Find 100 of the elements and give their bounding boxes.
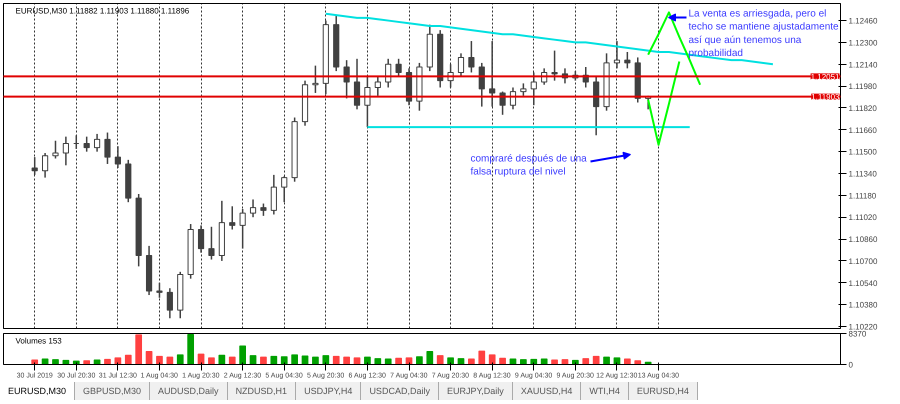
bar — [322, 355, 330, 364]
bar — [156, 356, 163, 364]
candlestick — [385, 58, 392, 88]
y-tick-label: 1.10540 — [848, 278, 878, 288]
bar — [250, 355, 256, 364]
y-tick-label: 1.11340 — [848, 170, 878, 179]
y-tick-label: 1.10380 — [848, 300, 878, 310]
y-tick-label: 1.12460 — [848, 16, 878, 26]
candlestick — [166, 287, 173, 320]
y-tick-label: 0 — [848, 360, 854, 370]
candlestick — [374, 76, 381, 96]
text: GBPUSD,M30 — [75, 382, 150, 400]
candlestick — [73, 134, 80, 150]
text: USDCAD,Daily — [361, 382, 439, 400]
bar — [499, 358, 506, 364]
bar — [384, 358, 392, 364]
candlestick — [489, 40, 496, 108]
text: WTI,H4 — [581, 382, 629, 400]
ref-line-label: 1.12051 — [810, 72, 840, 82]
bar — [291, 354, 298, 364]
bar — [395, 358, 402, 364]
bar — [104, 358, 111, 364]
bar — [52, 359, 59, 364]
bar — [520, 359, 527, 364]
bar — [218, 354, 226, 364]
ref-line-label: 1.11903 — [811, 92, 840, 102]
candlestick — [208, 226, 215, 260]
bar — [208, 357, 215, 364]
candlestick — [229, 206, 236, 230]
candlestick — [32, 156, 38, 176]
candlestick — [520, 82, 526, 96]
candlestick — [240, 208, 246, 250]
candlestick — [62, 136, 69, 166]
text: EURUSD,M30 — [0, 382, 76, 400]
bar — [354, 357, 360, 364]
y-tick-label: 8370 — [848, 330, 867, 338]
bar — [146, 351, 152, 364]
candlestick — [270, 174, 277, 216]
bar — [198, 354, 204, 364]
bar — [187, 334, 194, 364]
candlestick — [250, 198, 256, 218]
bar — [551, 360, 558, 364]
bar — [426, 351, 434, 364]
bar — [364, 356, 371, 364]
bar — [416, 356, 423, 364]
bar — [332, 356, 340, 364]
bar — [176, 354, 184, 364]
y-tick-label: 1.11020 — [848, 213, 878, 222]
bar — [458, 358, 464, 364]
candlestick — [614, 40, 620, 70]
candlestick — [114, 145, 121, 169]
candlestick — [84, 136, 90, 152]
bar — [436, 355, 444, 364]
y-tick-label: 1.12300 — [848, 38, 878, 48]
y-tick-label: 1.10860 — [848, 235, 878, 244]
bar — [302, 355, 308, 364]
candlestick — [104, 132, 111, 165]
bar — [478, 350, 486, 364]
bar — [624, 358, 631, 364]
bar — [614, 357, 620, 364]
candlestick — [281, 175, 288, 203]
candlestick — [312, 64, 319, 94]
text: XAUUSD,H4 — [512, 382, 582, 400]
candlestick — [396, 58, 402, 78]
candlestick — [94, 133, 100, 152]
candlestick — [52, 140, 59, 160]
chart-title: EURUSD,M30 1.11882 1.11903 1.11880 1.11896 — [16, 6, 190, 16]
candlestick — [468, 40, 474, 74]
bar — [582, 358, 590, 364]
annotation: compraré después de una falsa ruptura del nivel — [470, 154, 588, 178]
bar — [406, 357, 412, 364]
y-tick-label: 1.11180 — [848, 191, 877, 200]
text: EURJPY,Daily — [438, 382, 513, 400]
candlestick — [458, 52, 464, 78]
bar — [488, 354, 496, 364]
bar — [603, 356, 610, 364]
candlestick — [551, 50, 558, 82]
bar — [374, 358, 382, 364]
bar — [280, 356, 288, 364]
bar — [135, 334, 142, 364]
bar — [228, 356, 236, 364]
bar — [94, 360, 100, 364]
bar — [239, 345, 246, 364]
y-tick-label: 1.11660 — [848, 126, 878, 135]
bar — [343, 356, 350, 364]
candlestick — [198, 224, 204, 254]
text: EURUSD,H4 — [628, 382, 698, 400]
y-tick-label: 1.10220 — [848, 322, 878, 332]
y-tick-label: 1.12140 — [848, 60, 878, 70]
bar — [270, 356, 278, 364]
candlestick — [530, 72, 537, 106]
y-tick-label: 1.11820 — [848, 104, 878, 113]
candlestick — [42, 152, 48, 178]
bar — [510, 358, 516, 364]
candlestick — [156, 282, 163, 299]
bar — [124, 354, 132, 364]
y-tick-label: 1.10700 — [848, 256, 878, 266]
text: NZDUSD,H1 — [228, 382, 296, 400]
bar — [468, 358, 475, 364]
annotation: La venta es arriesgada, pero el techo se mantiene ajustadamente así que aún tenemos una probabilidad — [688, 8, 840, 60]
